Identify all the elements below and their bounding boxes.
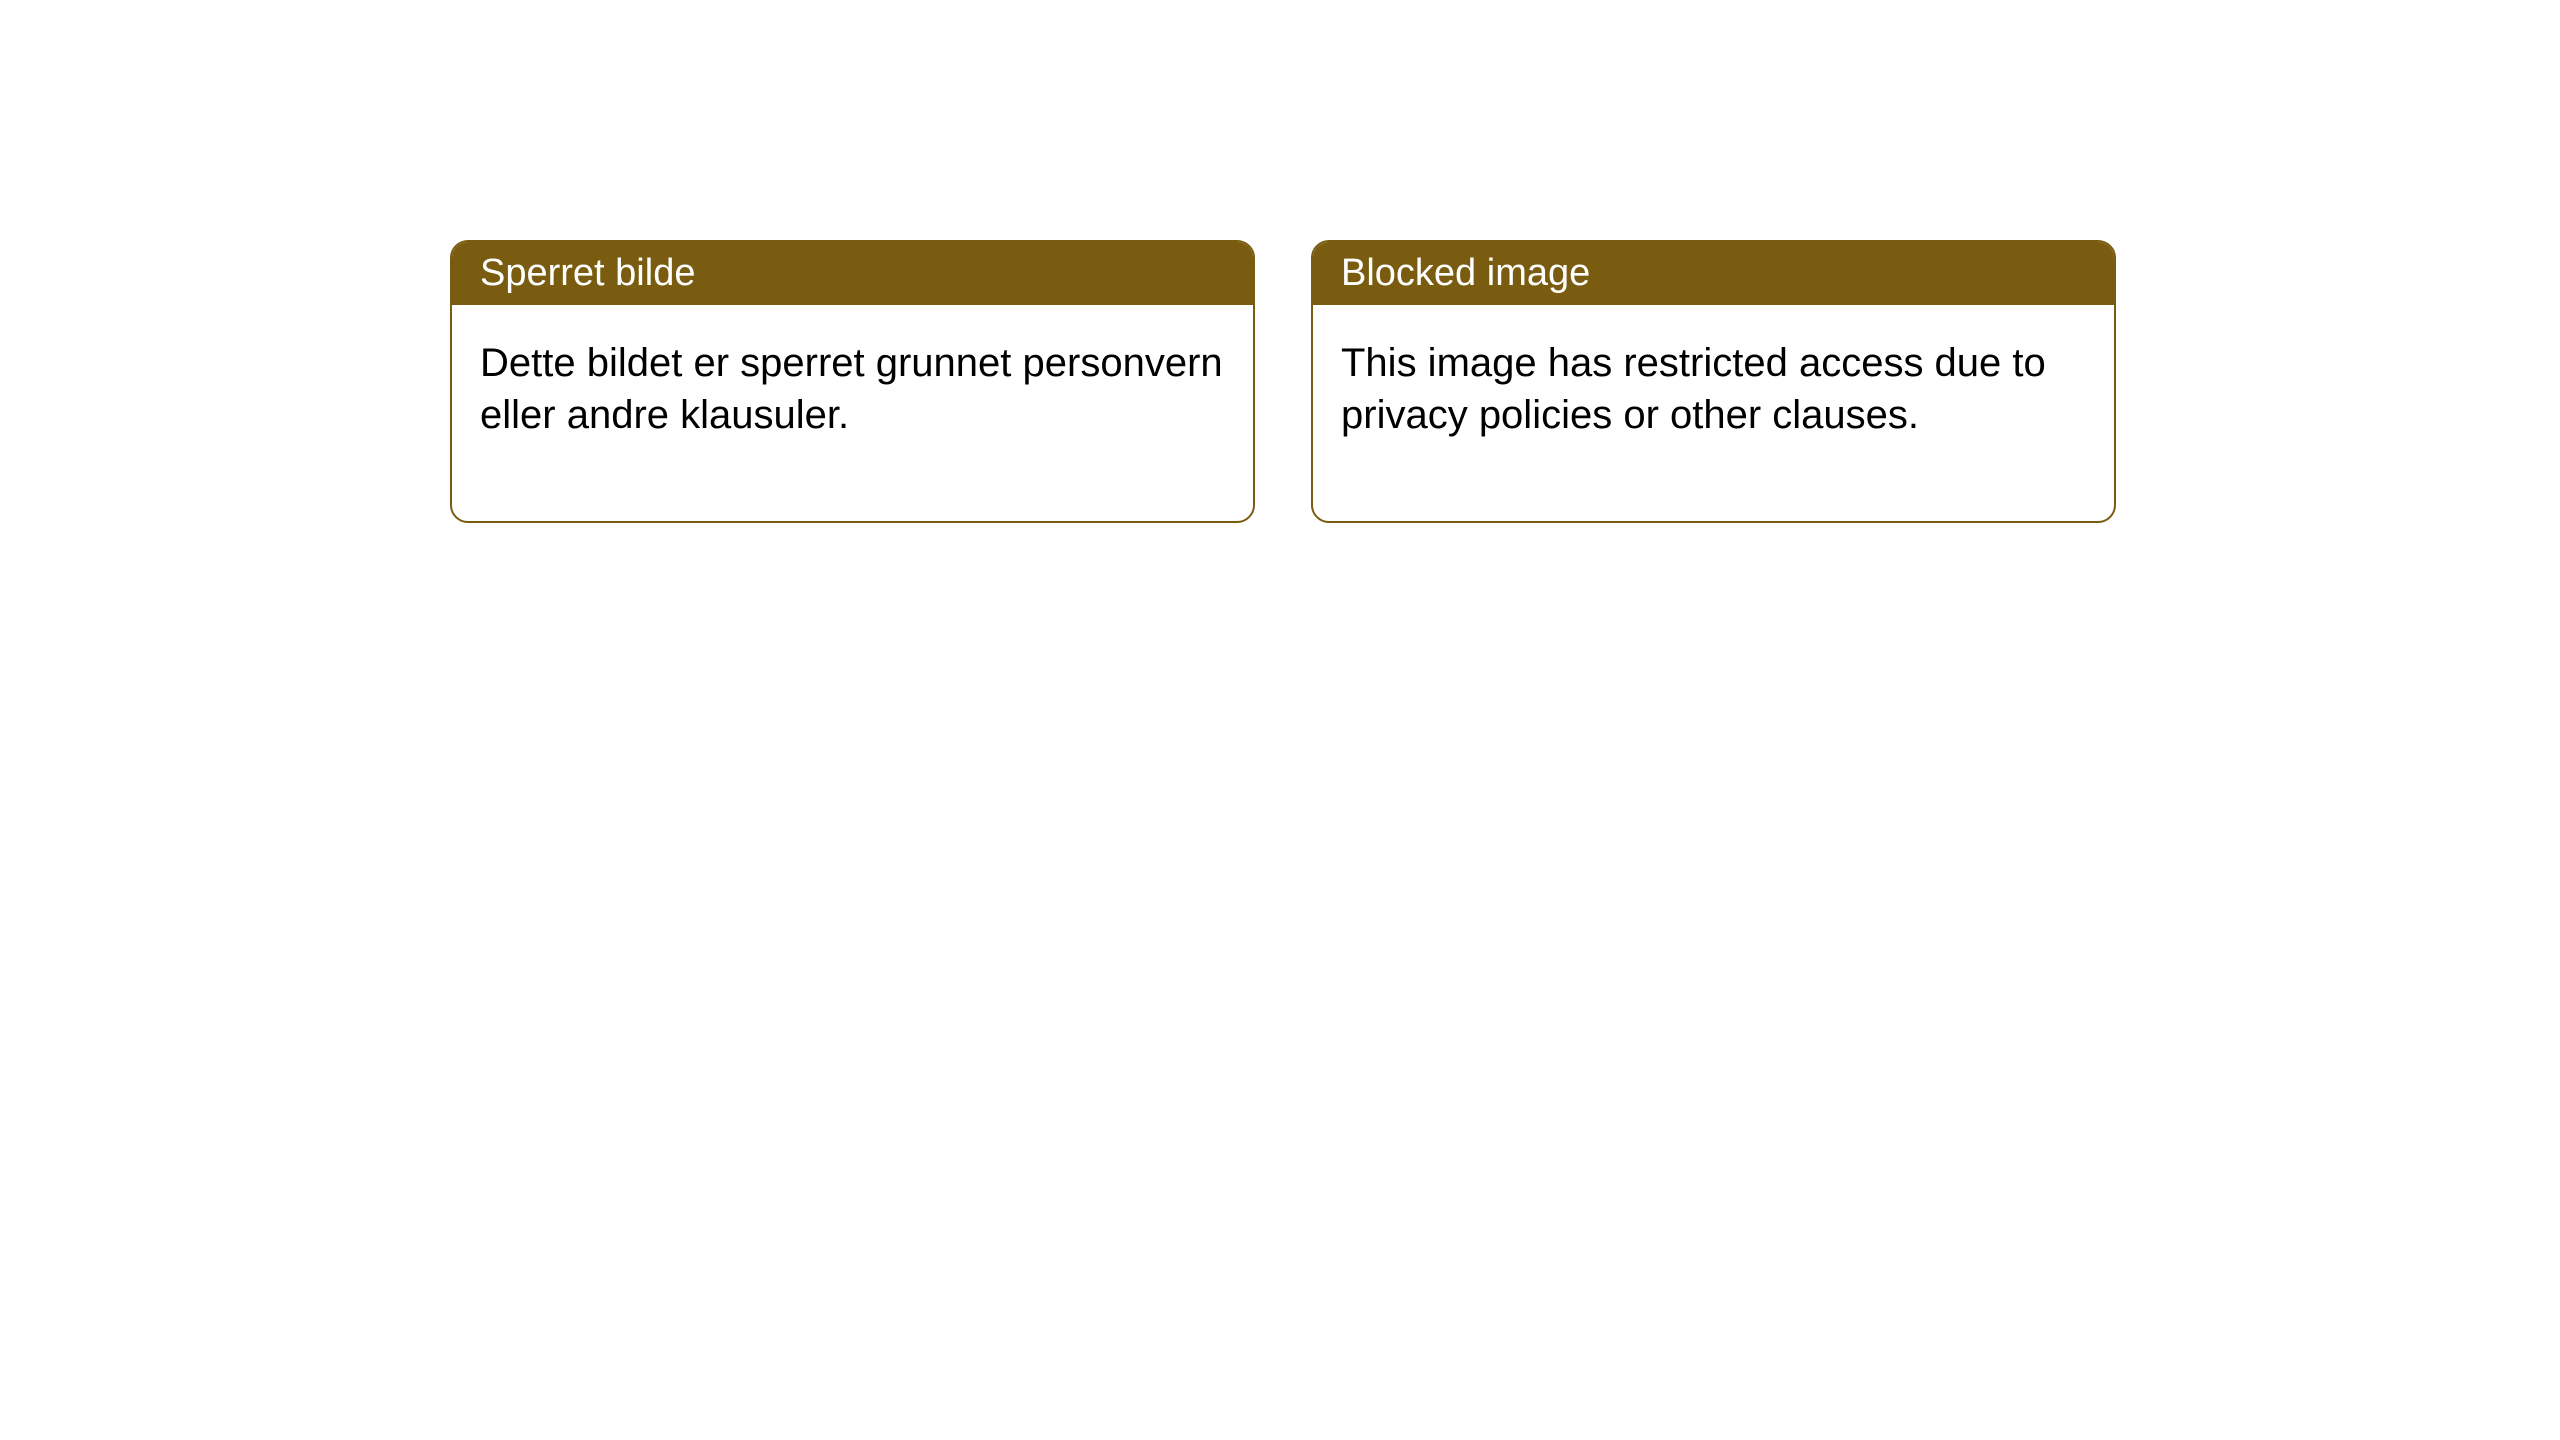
card-header: Sperret bilde	[452, 242, 1253, 305]
notice-cards-container: Sperret bilde Dette bildet er sperret gr…	[0, 0, 2560, 523]
notice-card-english: Blocked image This image has restricted …	[1311, 240, 2116, 523]
card-body-text: This image has restricted access due to …	[1341, 341, 2046, 437]
card-body: This image has restricted access due to …	[1313, 305, 2114, 521]
card-body: Dette bildet er sperret grunnet personve…	[452, 305, 1253, 521]
card-header: Blocked image	[1313, 242, 2114, 305]
card-title: Sperret bilde	[480, 252, 695, 294]
card-body-text: Dette bildet er sperret grunnet personve…	[480, 341, 1223, 437]
notice-card-norwegian: Sperret bilde Dette bildet er sperret gr…	[450, 240, 1255, 523]
card-title: Blocked image	[1341, 252, 1590, 294]
